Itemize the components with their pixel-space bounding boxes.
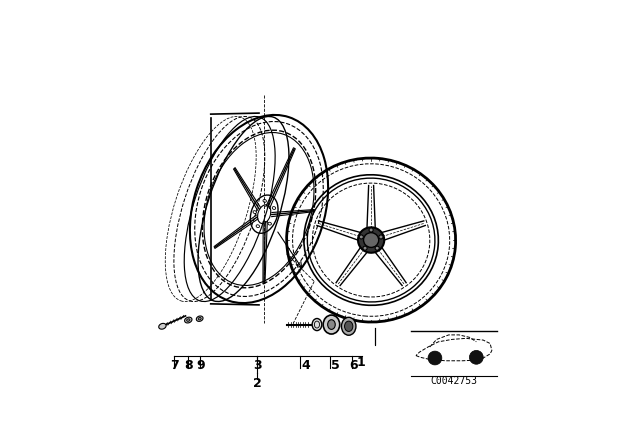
Ellipse shape	[358, 227, 384, 253]
Text: 9: 9	[196, 359, 205, 372]
Text: 8: 8	[184, 359, 193, 372]
Ellipse shape	[323, 315, 340, 334]
Ellipse shape	[469, 350, 483, 364]
Ellipse shape	[359, 235, 364, 239]
Text: 4: 4	[301, 359, 310, 372]
Ellipse shape	[363, 246, 367, 250]
Ellipse shape	[369, 228, 373, 232]
Text: 7: 7	[170, 359, 179, 372]
Text: 5: 5	[330, 359, 339, 372]
Text: C0042753: C0042753	[431, 376, 477, 387]
Ellipse shape	[184, 317, 192, 323]
Ellipse shape	[187, 319, 190, 321]
Ellipse shape	[375, 246, 380, 250]
Text: 3: 3	[253, 359, 262, 372]
Ellipse shape	[342, 317, 356, 335]
Ellipse shape	[344, 321, 353, 332]
Ellipse shape	[428, 351, 442, 365]
Ellipse shape	[364, 233, 379, 247]
Ellipse shape	[196, 316, 203, 321]
Ellipse shape	[379, 235, 383, 239]
Ellipse shape	[159, 323, 166, 329]
Ellipse shape	[328, 320, 335, 329]
Text: 6: 6	[349, 359, 358, 372]
Text: 2: 2	[253, 377, 262, 390]
Ellipse shape	[198, 318, 201, 320]
Ellipse shape	[312, 319, 322, 331]
Text: 1: 1	[356, 356, 365, 369]
